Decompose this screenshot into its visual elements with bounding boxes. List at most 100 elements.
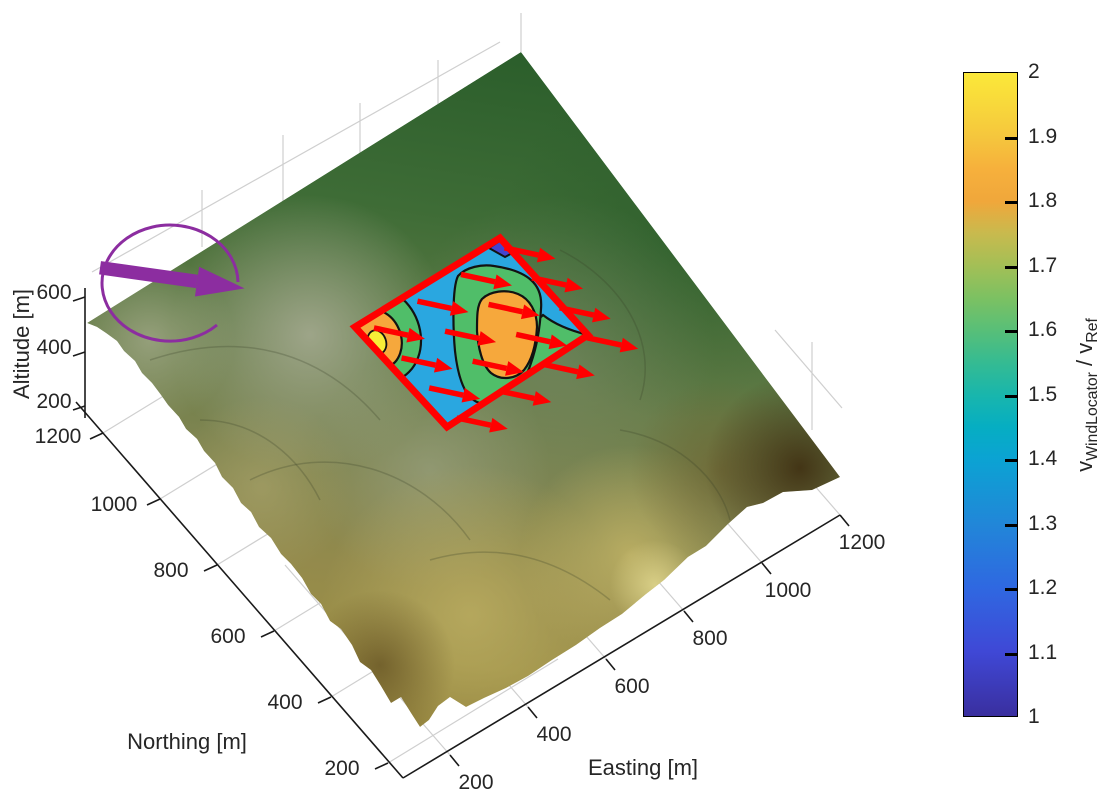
colorbar-tick-label: 1.8 (1028, 189, 1058, 212)
colorbar-label-separator: / v (1071, 342, 1097, 373)
wind-arrow-shaft (543, 361, 579, 375)
wind-arrow-shaft (444, 328, 480, 342)
easting-tick-mark (605, 658, 616, 671)
colorbar-tick-mark (1005, 459, 1017, 462)
measurement-domain-border (349, 233, 594, 432)
wind-arrow-shaft (487, 301, 524, 315)
wind-arrow-shaft (531, 275, 567, 288)
wind-arrow-head (489, 417, 508, 433)
northing-axis (75, 401, 404, 779)
wind-arrow-head (619, 337, 639, 353)
wind-arrow-shaft (416, 298, 453, 312)
easting-tick-mark (683, 610, 694, 623)
easting-tick-label: 600 (614, 675, 650, 698)
altitude-tick-label: 400 (36, 336, 72, 359)
wind-arrow-head (576, 364, 595, 380)
colorbar-tick-mark (1005, 588, 1017, 591)
colorbar-axis-label: vWindLocator / vRef (1072, 318, 1102, 472)
wind-arrow-head (433, 357, 453, 373)
colorbar-tick-label: 1.7 (1028, 253, 1058, 277)
colorbar-tick-label: 1.2 (1028, 576, 1058, 599)
wind-arrow-shaft (456, 415, 492, 428)
northing-tick-label: 400 (267, 691, 303, 714)
colorbar-tick-label: 1.9 (1028, 124, 1058, 148)
colorbar-tick-label: 1 (1028, 705, 1040, 728)
wind-arrow-head (505, 361, 524, 376)
axes-lines (75, 288, 841, 779)
northing-tick-mark (203, 564, 218, 572)
easting-tick-mark (527, 706, 538, 719)
northing-tick-mark (317, 696, 332, 704)
wind-arrow-head (548, 334, 568, 350)
easting-tick-label: 800 (692, 627, 728, 650)
altitude-axis-label: Altitude [m] (9, 288, 34, 400)
colorbar-tick-mark (1005, 330, 1017, 333)
wind-arrow-head (520, 304, 540, 320)
wind-arrow-shaft (373, 325, 409, 338)
northing-tick-mark (146, 498, 161, 506)
colorbar-tick-label: 1.4 (1028, 447, 1058, 470)
colorbar-label-sub-ref: Ref (1084, 318, 1102, 343)
easting-tick-mark (839, 514, 850, 527)
colorbar-tick-mark (1005, 652, 1017, 656)
colorbar-tick-label: 2 (1028, 60, 1040, 83)
colorbar-tick-label: 1.6 (1028, 318, 1058, 341)
wind-arrow-shaft (586, 335, 622, 348)
northing-tick-mark (260, 630, 275, 638)
altitude-tick-mark (72, 351, 86, 357)
wind-arrow-head (536, 247, 556, 263)
altitude-tick-label: 600 (36, 281, 72, 304)
wind-arrow-head (477, 331, 497, 346)
easting-tick-mark (449, 754, 460, 767)
wind-arrow-head (449, 301, 469, 316)
colorbar-label-v: v (1071, 460, 1097, 472)
wind-arrow-head (406, 327, 425, 343)
northing-axis-label: Northing [m] (127, 729, 247, 754)
wind-arrow-shaft (515, 331, 551, 345)
wind-arrow-head (461, 387, 481, 403)
colorbar-tick-mark (1005, 523, 1017, 527)
northing-tick-label: 200 (324, 757, 360, 780)
altitude-tick-mark (72, 405, 86, 411)
easting-tick-label: 400 (536, 723, 572, 746)
wind-arrow-shaft (428, 385, 464, 398)
altitude-tick-mark (72, 296, 86, 302)
colorbar (963, 72, 1018, 717)
wind-arrow-shaft (503, 245, 540, 258)
wind-arrow-head (592, 307, 611, 323)
easting-tick-label: 1200 (838, 531, 886, 554)
wind-arrow-head (493, 274, 512, 290)
wind-arrow-shaft (499, 388, 535, 402)
colorbar-tick-label: 1.1 (1028, 640, 1058, 664)
easting-tick-label: 200 (458, 771, 494, 794)
wind-arrow-shaft (559, 305, 595, 318)
northing-tick-label: 600 (210, 625, 246, 648)
colorbar-tick-mark (1005, 136, 1017, 140)
colorbar-tick-mark (1005, 201, 1017, 204)
easting-tick-mark (761, 562, 772, 575)
wind-arrows (373, 245, 639, 433)
easting-tick-label: 1000 (764, 579, 812, 602)
northing-tick-mark (374, 762, 389, 770)
wind-direction-arc (100, 223, 240, 343)
colorbar-tick-label: 1.3 (1028, 511, 1058, 535)
colorbar-label-sub-windlocator: WindLocator (1084, 372, 1102, 461)
colorbar-tick-mark (1005, 265, 1017, 269)
easting-axis (402, 514, 841, 779)
colorbar-tick-mark (1005, 394, 1017, 398)
axis-tick-marks (72, 296, 850, 770)
wind-arrow-shaft (400, 355, 437, 368)
wind-arrow-shaft (460, 271, 496, 285)
wind-arrow-head (532, 391, 552, 406)
easting-axis-label: Easting [m] (587, 755, 699, 780)
northing-tick-label: 1200 (34, 425, 82, 448)
altitude-tick-label: 200 (36, 390, 72, 413)
wind-arrow-shaft (472, 358, 508, 372)
wind-direction-arrow (99, 261, 245, 297)
wind-direction-indicator (99, 223, 245, 343)
northing-tick-label: 800 (153, 559, 189, 582)
wind-arrow-head (564, 277, 584, 293)
terrain-detail-lines (149, 249, 731, 601)
